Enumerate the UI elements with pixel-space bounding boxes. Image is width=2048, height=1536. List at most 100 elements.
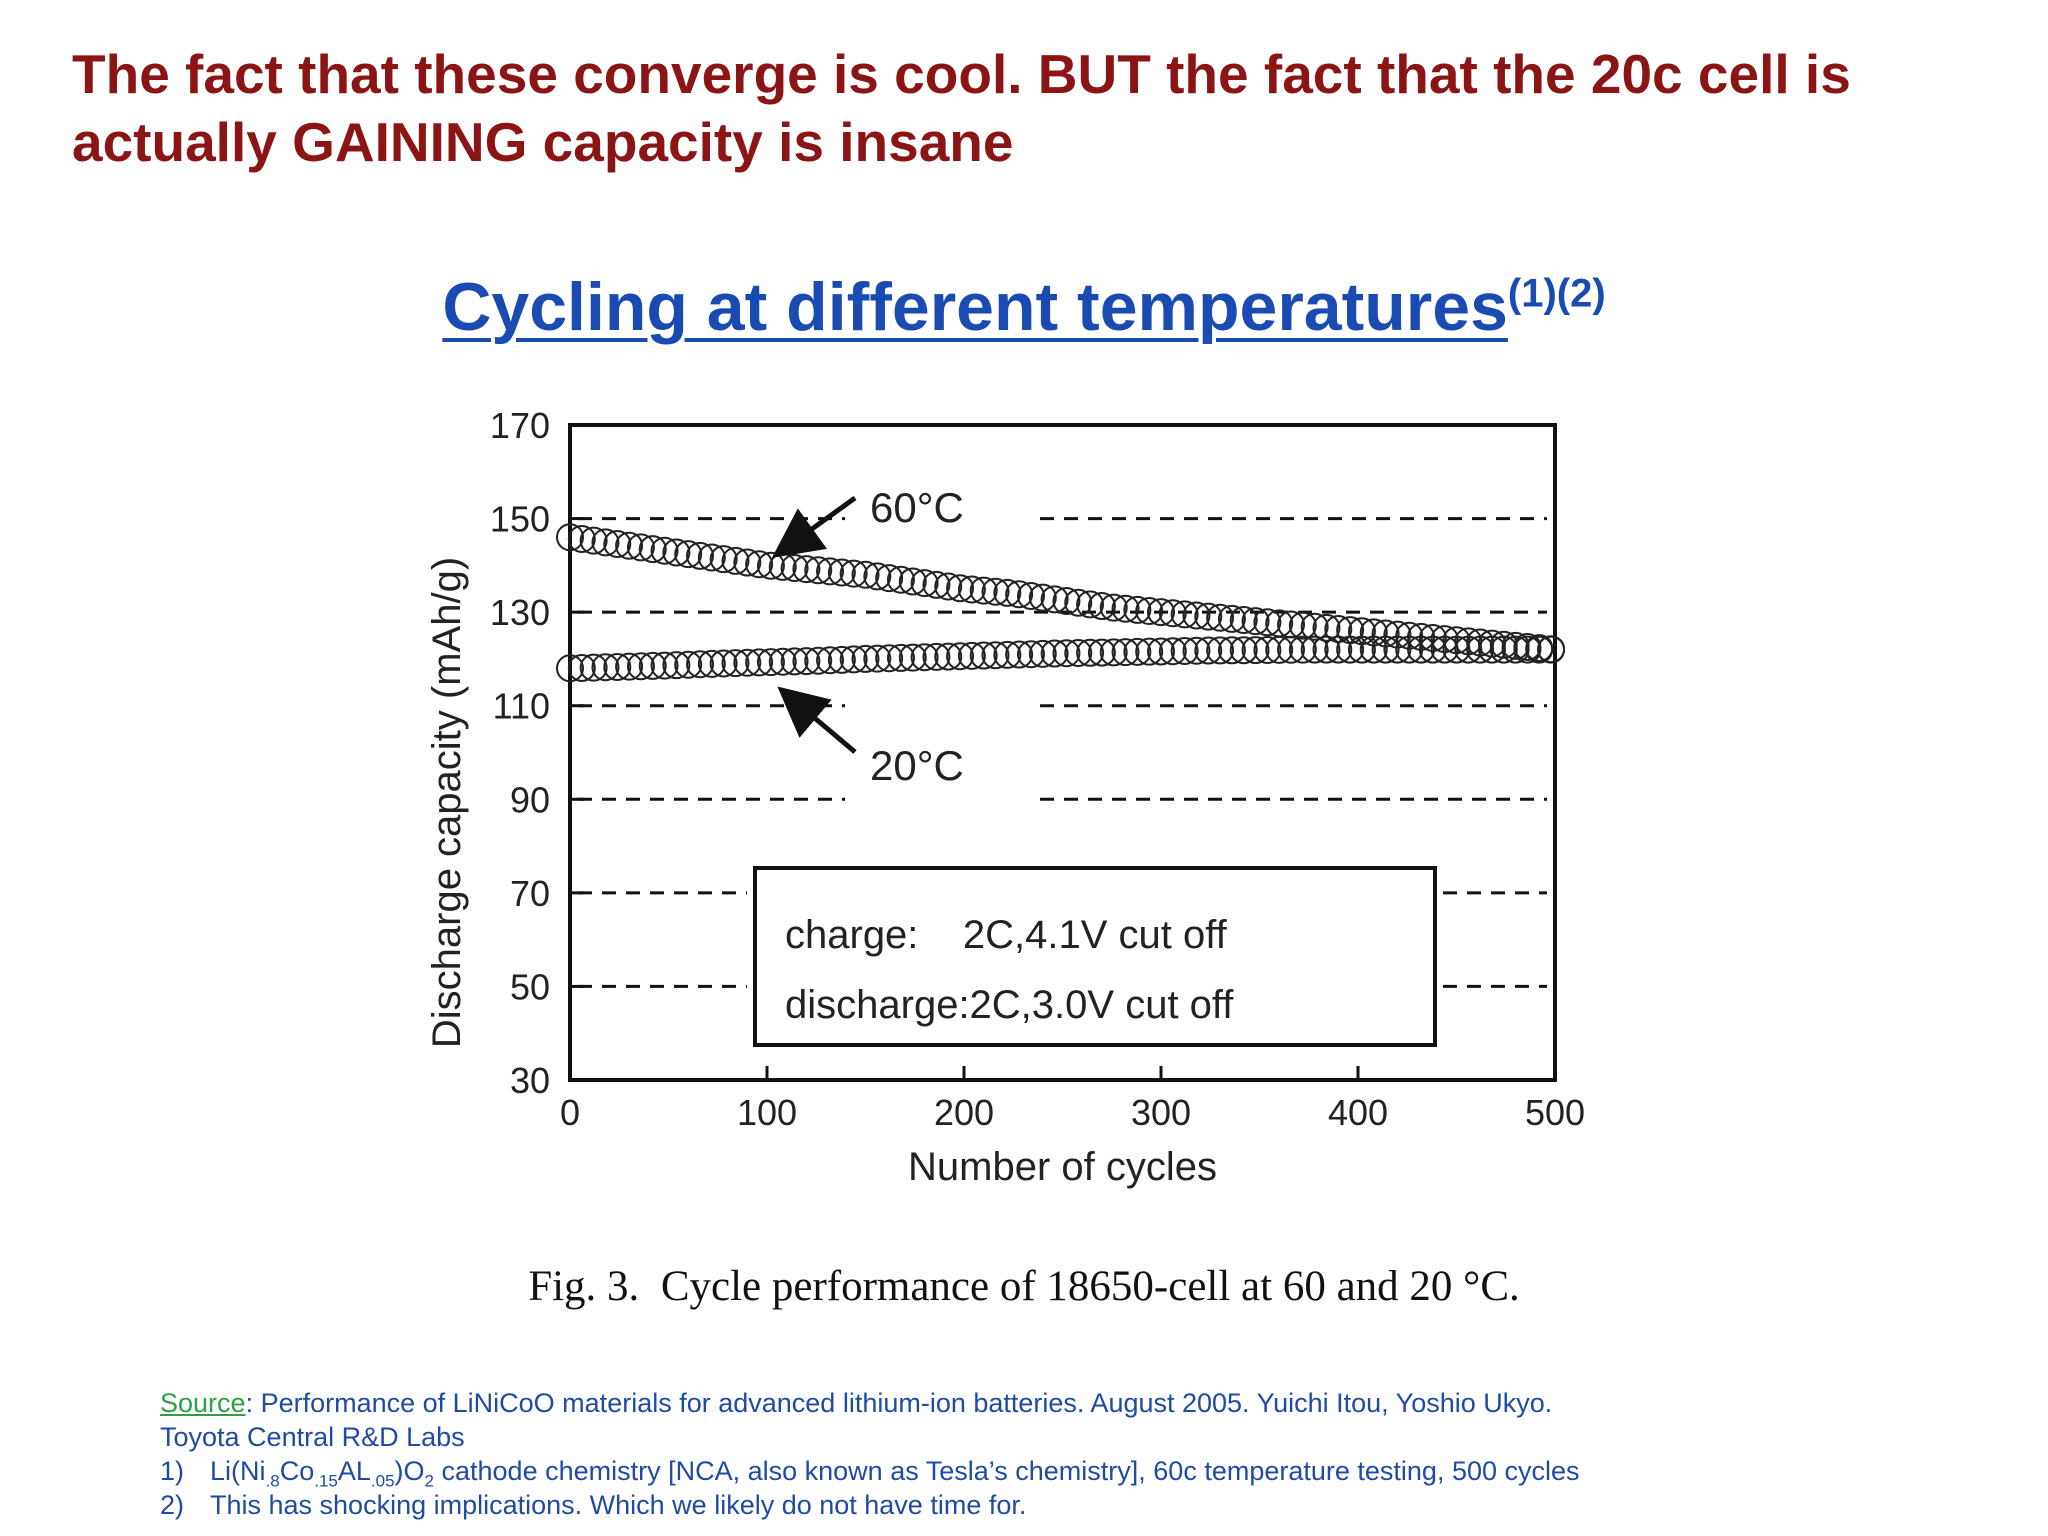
data-point: [1477, 635, 1506, 664]
data-point: [662, 538, 691, 567]
data-point: [1253, 635, 1282, 664]
data-point: [1300, 635, 1329, 664]
data-point: [851, 560, 880, 589]
data-point: [615, 531, 644, 560]
data-point: [946, 574, 975, 603]
data-point: [1194, 636, 1223, 665]
headline: The fact that these converge is cool. BU…: [72, 40, 1992, 176]
data-point: [946, 642, 975, 671]
data-point: [1395, 635, 1424, 664]
data-point: [898, 567, 927, 596]
data-point: [591, 528, 620, 557]
data-point: [1383, 620, 1412, 649]
y-tick-label: 30: [510, 1060, 550, 1101]
data-point: [1312, 635, 1341, 664]
data-point: [1135, 637, 1164, 666]
data-point: [934, 642, 963, 671]
data-point: [1277, 610, 1306, 639]
data-point: [981, 641, 1010, 670]
data-point: [910, 643, 939, 672]
data-point: [804, 556, 833, 585]
data-point: [1135, 597, 1164, 626]
data-point: [957, 575, 986, 604]
arrow-60c: [771, 495, 857, 558]
data-point: [1430, 635, 1459, 664]
data-point: [1513, 635, 1542, 664]
source-line: Source: Performance of LiNiCoO materials…: [160, 1386, 2020, 1420]
x-tick-label: 200: [934, 1092, 994, 1133]
data-point: [1525, 635, 1554, 664]
data-point: [650, 536, 679, 565]
data-point: [1040, 639, 1069, 668]
data-point: [1005, 640, 1034, 669]
data-point: [662, 651, 691, 680]
data-point: [875, 644, 904, 673]
conditions-charge: charge: 2C,4.1V cut off: [785, 913, 1228, 957]
data-point: [603, 530, 632, 559]
data-point: [1028, 583, 1057, 612]
data-point: [733, 548, 762, 577]
data-point: [567, 524, 596, 553]
plot-frame: [568, 423, 1557, 1082]
data-point: [579, 653, 608, 682]
footnote-2-number: 2): [160, 1490, 185, 1520]
data-point: [1324, 614, 1353, 643]
data-point: [756, 551, 785, 580]
data-point: [1016, 640, 1045, 669]
y-axis-label: Discharge capacity (mAh/g): [425, 557, 469, 1048]
data-point: [827, 558, 856, 587]
data-point: [1277, 635, 1306, 664]
y-tick-label: 90: [510, 779, 550, 820]
data-point: [1194, 602, 1223, 631]
data-point: [981, 577, 1010, 606]
data-point: [556, 654, 584, 683]
data-point: [1300, 612, 1329, 641]
data-point: [1099, 593, 1128, 622]
data-point: [745, 550, 774, 579]
footnote-2: 2) This has shocking implications. Which …: [160, 1488, 2020, 1522]
data-point: [768, 552, 797, 581]
data-point: [1170, 600, 1199, 629]
data-point: [1229, 606, 1258, 635]
y-tick-label: 70: [510, 873, 550, 914]
data-point: [1241, 607, 1270, 636]
data-point: [839, 559, 868, 588]
data-point: [1016, 581, 1045, 610]
data-point: [1005, 580, 1034, 609]
footnote-1-text: cathode chemistry [NCA, also known as Te…: [434, 1456, 1580, 1486]
data-point: [1087, 592, 1116, 621]
series-20c: [556, 635, 1566, 683]
data-point: [1418, 623, 1447, 652]
data-point: [851, 644, 880, 673]
data-point: [733, 648, 762, 677]
data-point: [792, 647, 821, 676]
data-point: [1324, 635, 1353, 664]
data-point: [1229, 636, 1258, 665]
data-point: [1466, 635, 1495, 664]
data-point: [615, 652, 644, 681]
data-point: [898, 643, 927, 672]
source-line-2: Toyota Central R&D Labs: [160, 1422, 465, 1452]
y-tick-label: 50: [510, 966, 550, 1007]
figure-caption-text: Cycle performance of 18650-cell at 60 an…: [660, 1263, 1520, 1310]
data-point: [1052, 639, 1081, 668]
data-point: [1158, 599, 1187, 628]
data-point: [969, 576, 998, 605]
data-point: [1076, 590, 1105, 619]
figure-caption-label: Fig. 3.: [528, 1263, 640, 1310]
data-point: [697, 649, 726, 678]
data-point: [1111, 594, 1140, 623]
footnote-1-formula: Li(Ni.8Co.15AL.05)O2: [210, 1456, 434, 1491]
data-point: [839, 645, 868, 674]
x-tick-label: 100: [737, 1092, 797, 1133]
y-tick-label: 170: [490, 405, 550, 446]
source-link[interactable]: Source: [160, 1388, 246, 1418]
data-point: [1489, 635, 1518, 664]
data-point: [969, 641, 998, 670]
headline-line-2: actually GAINING capacity is insane: [72, 111, 1014, 173]
data-point: [697, 543, 726, 572]
data-point: [1383, 635, 1412, 664]
data-point: [1076, 638, 1105, 667]
data-point: [993, 578, 1022, 607]
arrow-20c: [777, 686, 857, 754]
